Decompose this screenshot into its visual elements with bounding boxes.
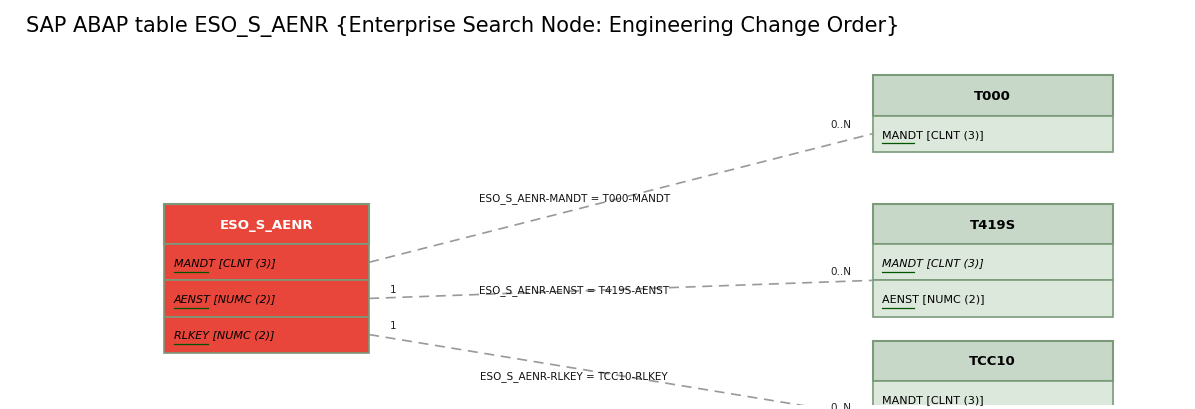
Bar — [164, 281, 369, 317]
Text: AENST [NUMC (2)]: AENST [NUMC (2)] — [882, 294, 985, 303]
Bar — [872, 281, 1113, 317]
Text: SAP ABAP table ESO_S_AENR {Enterprise Search Node: Engineering Change Order}: SAP ABAP table ESO_S_AENR {Enterprise Se… — [26, 16, 900, 37]
Bar — [164, 317, 369, 353]
Text: ESO_S_AENR-RLKEY = TCC10-RLKEY: ESO_S_AENR-RLKEY = TCC10-RLKEY — [480, 371, 668, 381]
Text: MANDT [CLNT (3)]: MANDT [CLNT (3)] — [882, 258, 983, 267]
Text: TCC10: TCC10 — [969, 354, 1016, 367]
Text: MANDT [CLNT (3)]: MANDT [CLNT (3)] — [882, 394, 983, 404]
Text: 0..N: 0..N — [831, 119, 852, 130]
Bar — [872, 76, 1113, 116]
Text: 1: 1 — [391, 320, 397, 330]
Text: 0..N: 0..N — [831, 402, 852, 409]
Bar — [164, 204, 369, 245]
Bar — [164, 245, 369, 281]
Text: ESO_S_AENR-AENST = T419S-AENST: ESO_S_AENR-AENST = T419S-AENST — [479, 284, 669, 295]
Text: T000: T000 — [974, 90, 1011, 103]
Text: ESO_S_AENR-MANDT = T000-MANDT: ESO_S_AENR-MANDT = T000-MANDT — [478, 193, 669, 204]
Bar — [872, 341, 1113, 381]
Text: 0..N: 0..N — [831, 266, 852, 276]
Text: MANDT [CLNT (3)]: MANDT [CLNT (3)] — [882, 129, 983, 139]
Bar — [872, 245, 1113, 281]
Text: 1: 1 — [391, 284, 397, 294]
Text: ESO_S_AENR: ESO_S_AENR — [220, 218, 313, 231]
Text: RLKEY [NUMC (2)]: RLKEY [NUMC (2)] — [173, 330, 274, 340]
Text: AENST [NUMC (2)]: AENST [NUMC (2)] — [173, 294, 276, 303]
Bar — [872, 381, 1113, 409]
Bar — [872, 116, 1113, 153]
Bar — [872, 204, 1113, 245]
Text: T419S: T419S — [969, 218, 1016, 231]
Text: MANDT [CLNT (3)]: MANDT [CLNT (3)] — [173, 258, 275, 267]
